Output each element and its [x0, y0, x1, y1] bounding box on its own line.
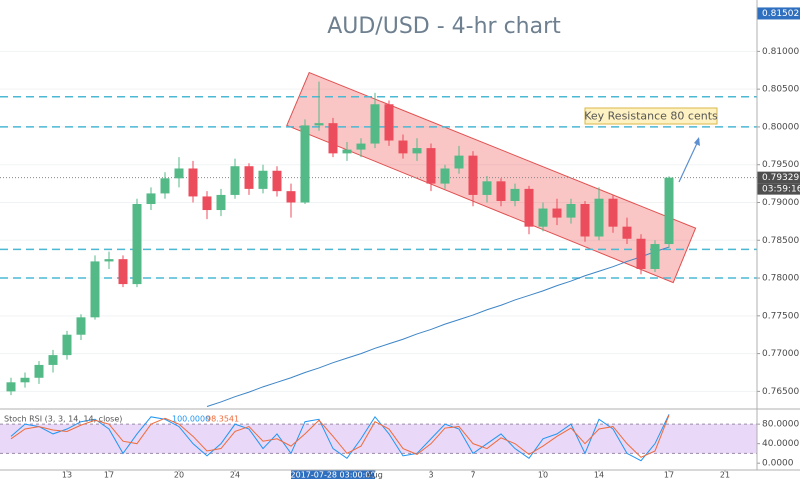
chart-title: AUD/USD - 4-hr chart [327, 14, 561, 39]
x-tick-label: 17 [104, 471, 114, 479]
candle-body [314, 123, 324, 126]
candle-body [594, 198, 604, 237]
oscillator-line [10, 414, 670, 462]
y-tick-label: 0.79000 [762, 198, 799, 208]
crosshair-label-bg [291, 470, 375, 479]
candle-body [328, 123, 338, 154]
candle-body [636, 238, 646, 269]
candle-body [622, 226, 632, 239]
candle-body [440, 168, 450, 184]
candle-body [188, 168, 198, 197]
candle-body [48, 355, 58, 365]
oscillator-value: 100.0000 [172, 415, 210, 424]
candle-body [104, 259, 114, 262]
candle-body [342, 149, 352, 154]
candle-body [552, 208, 562, 218]
last-price-bg [757, 171, 800, 184]
candle-body [76, 317, 86, 335]
y-tick-label: 0.80500 [762, 85, 799, 95]
y-tick-label: 40.0000 [762, 439, 799, 449]
candle-body [160, 178, 170, 194]
top-marker-label: 0.81502 [762, 9, 799, 19]
last-price-label: 0.79329 [762, 173, 799, 183]
candle-body [118, 259, 128, 285]
candle-body [202, 196, 212, 211]
y-tick-label: 0.76500 [762, 387, 799, 397]
x-tick-label: 24 [230, 471, 240, 479]
countdown-bg [757, 183, 800, 195]
candle-body [216, 194, 226, 211]
candle-body [454, 155, 464, 169]
y-tick-label: 0.78000 [762, 274, 799, 284]
oscillator-value: 98.3541 [206, 415, 239, 424]
x-tick-label: 20 [174, 471, 184, 479]
candle-body [650, 244, 660, 269]
y-tick-label: 0.77000 [762, 349, 799, 359]
x-tick-label: 13 [62, 471, 72, 479]
candle-body [510, 188, 520, 201]
top-marker-bg [757, 7, 800, 20]
x-tick-label: 3 [428, 471, 433, 479]
candle-body [146, 193, 156, 204]
candle-body [370, 104, 380, 144]
arrow [678, 137, 700, 183]
candle-body [384, 104, 394, 141]
candle-body [524, 188, 534, 227]
oscillator-band [0, 424, 757, 454]
candle-body [6, 382, 16, 392]
y-tick-label: 0.81000 [762, 47, 799, 57]
candle-body [426, 148, 436, 184]
y-tick-label: 0.77500 [762, 311, 799, 321]
x-tick-label: Aug [367, 471, 383, 479]
x-tick-label: 2017-07-28 03:00:00 [291, 471, 376, 479]
x-tick-label: 17 [664, 471, 674, 479]
candle-body [34, 364, 44, 378]
candle-body [580, 204, 590, 237]
annotation-box [584, 107, 718, 125]
candle-body [300, 125, 310, 203]
y-tick-label: 0.80000 [762, 122, 799, 132]
moving-average [206, 246, 670, 407]
y-tick-label: 0.78500 [762, 236, 799, 246]
candle-body [566, 204, 576, 218]
annotation: Key Resistance 80 cents [584, 107, 718, 125]
x-tick-label: 10 [538, 471, 548, 479]
candle-body [496, 181, 506, 201]
x-tick-label: 7 [470, 471, 475, 479]
candle-body [356, 143, 366, 150]
candle-body [132, 204, 142, 285]
y-tick-label: 0.0000 [762, 459, 794, 469]
candle-body [286, 191, 296, 203]
candle-body [412, 148, 422, 154]
candle-body [62, 334, 72, 356]
candle-body [230, 166, 240, 195]
y-tick-label: 0.79500 [762, 160, 799, 170]
candle-body [272, 170, 282, 192]
x-tick-label: 21 [720, 471, 730, 479]
candle-body [398, 140, 408, 154]
candle-body [538, 208, 548, 227]
candle-body [664, 177, 674, 245]
candle-body [90, 261, 100, 318]
oscillator-label: Stoch RSI (3, 3, 14, 14, close) [4, 415, 122, 424]
annotation-text: Key Resistance 80 cents [584, 110, 718, 123]
x-tick-label: 14 [594, 471, 604, 479]
y-tick-label: 80.0000 [762, 420, 799, 430]
candle-body [258, 170, 268, 189]
candle-body [174, 168, 184, 179]
oscillator-line [10, 415, 670, 458]
candle-body [20, 377, 30, 383]
candle-body [468, 155, 478, 195]
countdown-label: 03:59:16 [762, 185, 800, 195]
candle-body [608, 198, 618, 227]
candle-body [482, 181, 492, 195]
candle-body [244, 166, 254, 189]
